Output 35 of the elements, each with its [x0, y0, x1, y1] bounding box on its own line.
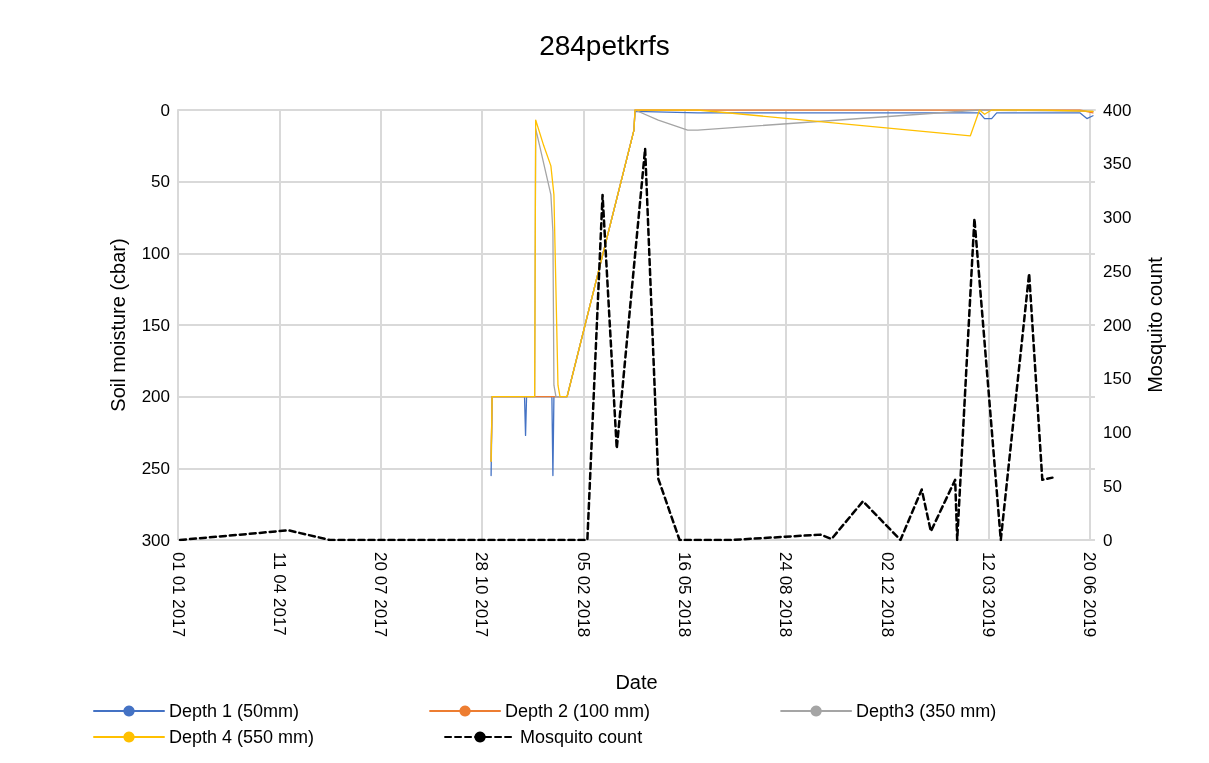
x-tick-label: 11 04 2017 [269, 552, 289, 636]
legend-label: Depth 4 (550 mm) [169, 727, 315, 747]
y-tick-label: 150 [141, 315, 170, 335]
x-tick-label: 24 08 2018 [776, 552, 796, 638]
y-tick-label: 300 [141, 530, 170, 550]
y-tick-label: 250 [141, 458, 170, 478]
x-tick-label: 20 07 2017 [371, 552, 391, 638]
chart-title: 284petkrfs [539, 29, 670, 61]
legend-label: Depth 2 (100 mm) [505, 701, 651, 721]
x-tick-label: 05 02 2018 [573, 552, 593, 638]
x-tick-label: 12 03 2019 [979, 552, 999, 638]
x-tick-label: 02 12 2018 [877, 552, 897, 638]
y2-tick-label: 150 [1103, 369, 1132, 389]
x-tick-label: 20 06 2019 [1080, 552, 1100, 638]
y2-tick-label: 100 [1103, 423, 1132, 442]
y-tick-label: 0 [160, 100, 170, 120]
x-tick-label: 01 01 2017 [168, 552, 188, 638]
y-tick-label: 100 [141, 243, 170, 263]
x-tick-label: 28 10 2017 [472, 552, 492, 638]
y2-tick-label: 400 [1103, 100, 1132, 120]
x-tick-label: 16 05 2018 [675, 552, 695, 638]
y2-tick-label: 0 [1103, 530, 1113, 550]
legend-label: Depth3 (350 mm) [856, 701, 997, 721]
y2-tick-label: 350 [1103, 154, 1132, 174]
y2-tick-label: 200 [1103, 315, 1132, 335]
x-axis-title: Date [615, 671, 658, 693]
y-tick-label: 50 [151, 172, 170, 192]
y-tick-label: 200 [141, 387, 170, 407]
y2-axis-title: Mosquito count [1144, 256, 1166, 393]
y2-tick-label: 250 [1103, 261, 1132, 281]
y-axis-title: Soil moisture (cbar) [107, 238, 129, 412]
legend-label: Depth 1 (50mm) [169, 701, 300, 721]
legend-label: Mosquito count [520, 727, 643, 747]
y2-tick-label: 300 [1103, 208, 1132, 227]
y2-tick-label: 50 [1103, 476, 1122, 496]
